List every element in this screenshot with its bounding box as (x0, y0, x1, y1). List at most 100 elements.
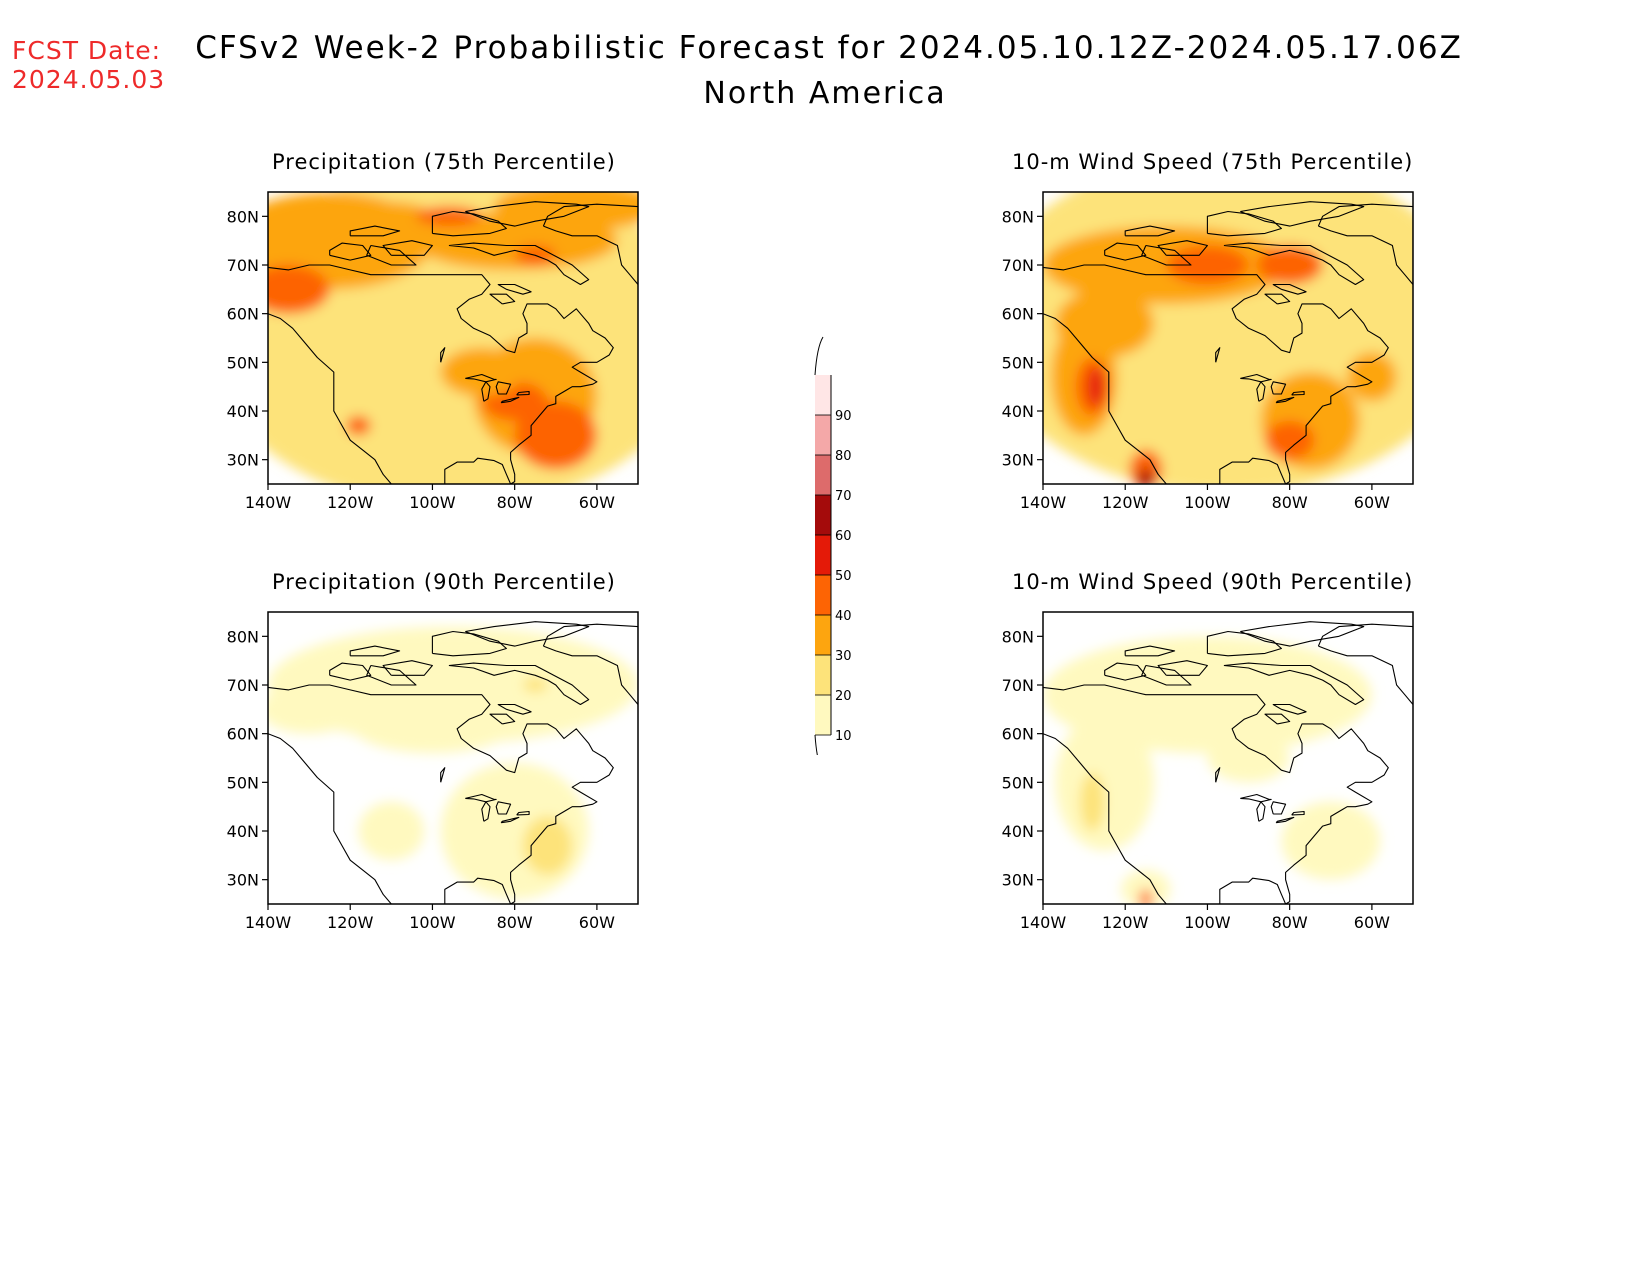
shaded-area (350, 694, 515, 754)
shaded-area (1265, 420, 1315, 460)
lon-label: 120W (1102, 913, 1149, 932)
coastline (1223, 662, 1365, 706)
lat-label: 50N (227, 773, 259, 792)
coastline (1240, 621, 1365, 647)
panel-title: Precipitation (75th Percentile) (272, 150, 616, 174)
coastline (349, 225, 401, 237)
coastline (1264, 713, 1291, 725)
coastline (542, 203, 638, 286)
coastline (268, 733, 392, 904)
lat-label: 70N (227, 256, 259, 275)
page-title: CFSv2 Week-2 Probabilistic Forecast for … (195, 30, 1463, 66)
coastline (382, 240, 433, 256)
map-panel-wind-75: 10-m Wind Speed (75th Percentile) 80N 70N… (985, 150, 1425, 534)
colorbar-label: 70 (835, 489, 852, 504)
lat-label: 80N (227, 627, 259, 646)
lon-label: 100W (409, 913, 456, 932)
shaded-area (1139, 889, 1152, 904)
map-frame (267, 611, 639, 905)
coastlines (1043, 621, 1413, 904)
coastline (1206, 210, 1282, 237)
coastline (1275, 396, 1295, 404)
map-wind-75: 80N 70N 60N 50N 40N 30N 140W 120W 100W 80W 60W (1002, 191, 1414, 512)
lon-label: 140W (245, 913, 292, 932)
shaded-area (268, 265, 330, 314)
lat-label: 70N (1002, 676, 1034, 695)
coastline (440, 767, 446, 783)
lat-label: 80N (1002, 207, 1034, 226)
shaded-area (514, 401, 597, 470)
shaded-area (346, 415, 371, 436)
shaded-field (268, 192, 638, 484)
colorbar-segment (815, 695, 831, 735)
lon-label: 120W (327, 913, 374, 932)
forecast-date-block: FCST Date: 2024.05.03 (12, 36, 165, 94)
colorbar-label: 40 (835, 609, 852, 624)
coastline (1240, 793, 1272, 803)
coastline (366, 244, 417, 266)
coastline (1270, 381, 1287, 395)
shaded-area (522, 816, 573, 875)
lat-label: 70N (1002, 256, 1034, 275)
coastline (465, 793, 497, 803)
coastline (1104, 242, 1147, 261)
coastline (1291, 390, 1305, 396)
coastline (1272, 283, 1307, 295)
page-subtitle: North America (703, 76, 947, 111)
lon-label: 140W (1020, 913, 1067, 932)
shaded-area (350, 201, 433, 231)
shading-layer (268, 192, 638, 484)
colorbar-label: 60 (835, 529, 852, 544)
shaded-area (440, 347, 523, 397)
coastline (1124, 645, 1176, 657)
colorbar-top-cap (814, 336, 824, 376)
lon-label: 120W (1102, 493, 1149, 512)
lon-label: 60W (1354, 913, 1390, 932)
lon-label: 140W (1020, 493, 1067, 512)
map-precip-90: 80N 70N 60N 50N 40N 30N 140W 120W 100W 80W 60W (227, 611, 639, 932)
coastline (1240, 373, 1272, 383)
coastline (542, 623, 638, 706)
shaded-area (1121, 869, 1171, 904)
lon-label: 80W (1272, 493, 1308, 512)
lat-label: 80N (227, 207, 259, 226)
lat-label: 40N (227, 402, 259, 421)
lat-label: 60N (1002, 725, 1034, 744)
colorbar-label: 50 (835, 569, 852, 584)
colorbar-segment (815, 375, 831, 415)
colorbar-segment (815, 535, 831, 575)
colorbar-segment (815, 455, 831, 495)
colorbar-segment (815, 655, 831, 695)
map-precip-75: 80N 70N 60N 50N 40N 30N 140W 120W 100W 80W 60W (227, 191, 639, 512)
shaded-area (522, 677, 548, 693)
coastline (465, 621, 590, 647)
coastline (500, 816, 520, 824)
panel-title: Precipitation (90th Percentile) (272, 570, 616, 594)
coastline (1240, 201, 1365, 227)
coastline (382, 660, 433, 676)
colorbar-label: 90 (835, 409, 852, 424)
coastline (497, 703, 532, 715)
coastline (1043, 684, 1389, 904)
shaded-area (1055, 714, 1154, 851)
coastline (1124, 225, 1176, 237)
coastline (1223, 242, 1365, 286)
map-panel-precip-90: Precipitation (90th Percentile) 80N 70N 60… (210, 570, 650, 954)
map-frame (1042, 611, 1414, 905)
lat-label: 40N (227, 822, 259, 841)
panel-title: 10-m Wind Speed (75th Percentile) (1012, 150, 1414, 174)
coastline (481, 801, 491, 822)
coastlines (268, 621, 638, 904)
lon-label: 60W (579, 493, 615, 512)
colorbar-segment (815, 575, 831, 615)
lat-label: 40N (1002, 822, 1034, 841)
coastline (349, 645, 401, 657)
lon-label: 80W (497, 913, 533, 932)
lat-label: 30N (227, 451, 259, 470)
coastline (1275, 816, 1295, 824)
lat-label: 30N (1002, 451, 1034, 470)
coastline (1317, 203, 1413, 286)
shaded-area (1207, 733, 1290, 783)
lat-label: 30N (1002, 871, 1034, 890)
coastline (1256, 381, 1266, 402)
